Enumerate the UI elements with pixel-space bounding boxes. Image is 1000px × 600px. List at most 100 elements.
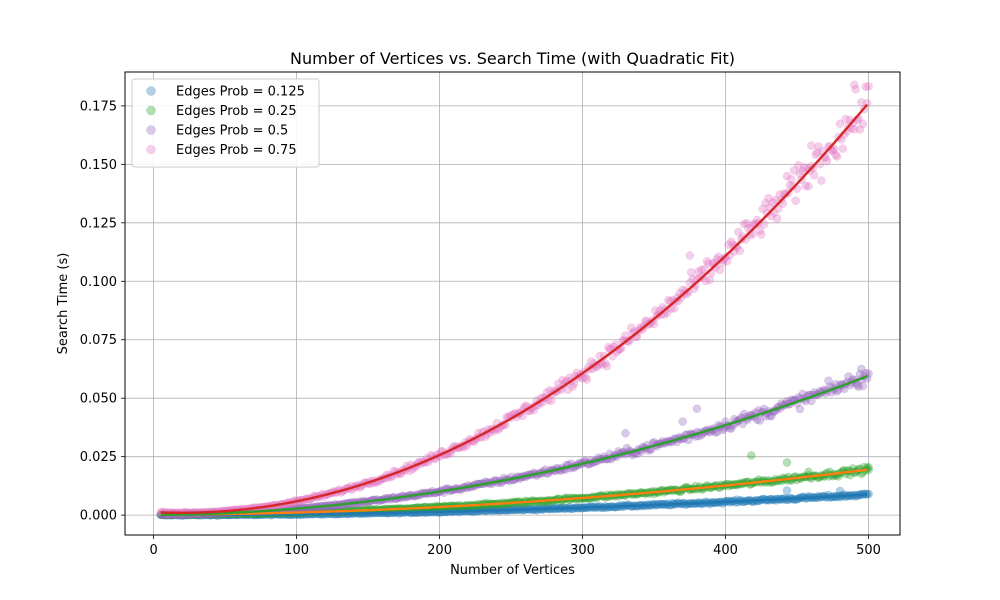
data-point [678,417,687,426]
data-point [651,306,660,315]
data-point [794,161,803,170]
data-point [686,268,696,277]
data-point [799,163,809,172]
data-point [782,458,792,467]
data-point [849,80,859,90]
data-point [767,411,776,421]
y-tick-label: 0.100 [80,275,117,290]
plot-frame [124,71,901,536]
data-point [604,343,613,352]
data-point [785,181,795,190]
grid-lines [125,72,900,535]
data-point [864,82,873,91]
x-tick-label: 0 [149,543,157,558]
x-tick-label: 400 [713,543,738,558]
y-tick-label: 0.075 [80,333,117,348]
data-point [546,396,556,406]
y-tick-label: 0.150 [80,158,117,173]
data-point [621,331,630,340]
fit-line-2 [160,468,868,516]
data-point [692,404,702,413]
data-point [782,486,792,495]
x-tick-label: 200 [427,543,452,558]
legend-label: Edges Prob = 0.75 [176,143,297,158]
legend-marker [146,125,156,135]
data-point [851,84,860,94]
data-point [704,259,713,268]
legend-label: Edges Prob = 0.5 [176,124,288,139]
chart-title: Number of Vertices vs. Search Time (with… [290,49,735,68]
data-point [715,265,725,275]
data-point [711,262,720,272]
fit-line-4 [160,103,869,514]
x-tick-label: 300 [570,543,595,558]
data-point [601,359,610,368]
data-point [747,451,756,460]
legend-marker [146,105,156,116]
data-point [705,275,715,285]
data-point [817,176,826,185]
data-point [791,196,800,206]
data-point [831,150,840,160]
data-point [697,265,706,275]
data-point [554,379,563,388]
data-point [722,256,732,266]
data-point [735,246,745,256]
data-point [835,119,845,128]
data-point [598,360,607,369]
data-point [798,389,808,399]
data-point [758,204,767,214]
data-point [857,98,866,107]
data-point [564,385,573,394]
data-point [669,304,679,313]
data-point [855,125,865,134]
data-point [761,198,770,208]
y-tick-label: 0.000 [80,509,117,524]
data-point [772,214,782,223]
data-point [739,219,749,229]
legend: Edges Prob = 0.125 Edges Prob = 0.25 Edges… [131,78,320,168]
data-point [626,323,636,332]
data-point [812,148,822,157]
data-point [768,198,777,207]
x-tick-label: 100 [284,543,309,558]
data-point [835,486,845,496]
data-point [775,190,785,199]
fit-line-1 [160,493,868,517]
data-point [832,152,842,161]
data-point [602,362,612,371]
data-point [854,382,863,391]
data-point [757,230,766,239]
data-point [621,429,630,438]
data-point [844,372,853,381]
legend-box [131,78,320,168]
data-point [801,181,810,191]
data-point [841,114,850,124]
data-point [688,274,697,284]
data-point [742,219,752,228]
data-point [809,171,819,180]
data-point [798,166,808,176]
fit-lines [160,103,869,517]
data-point [701,276,710,286]
data-point [694,267,703,276]
data-point [789,166,799,175]
legend-label: Edges Prob = 0.125 [176,85,305,100]
data-point [858,381,868,391]
x-tick-label: 500 [856,543,881,558]
data-point [787,175,796,184]
y-tick-label: 0.175 [80,99,117,114]
data-point [771,195,780,205]
data-point [581,373,590,382]
data-point [699,265,709,274]
data-point [685,251,695,260]
data-point [582,375,592,384]
data-point [814,142,823,151]
data-point [822,156,832,166]
data-point [702,257,712,266]
y-tick-label: 0.125 [80,216,117,231]
data-point [734,227,743,237]
legend-marker [146,144,156,155]
